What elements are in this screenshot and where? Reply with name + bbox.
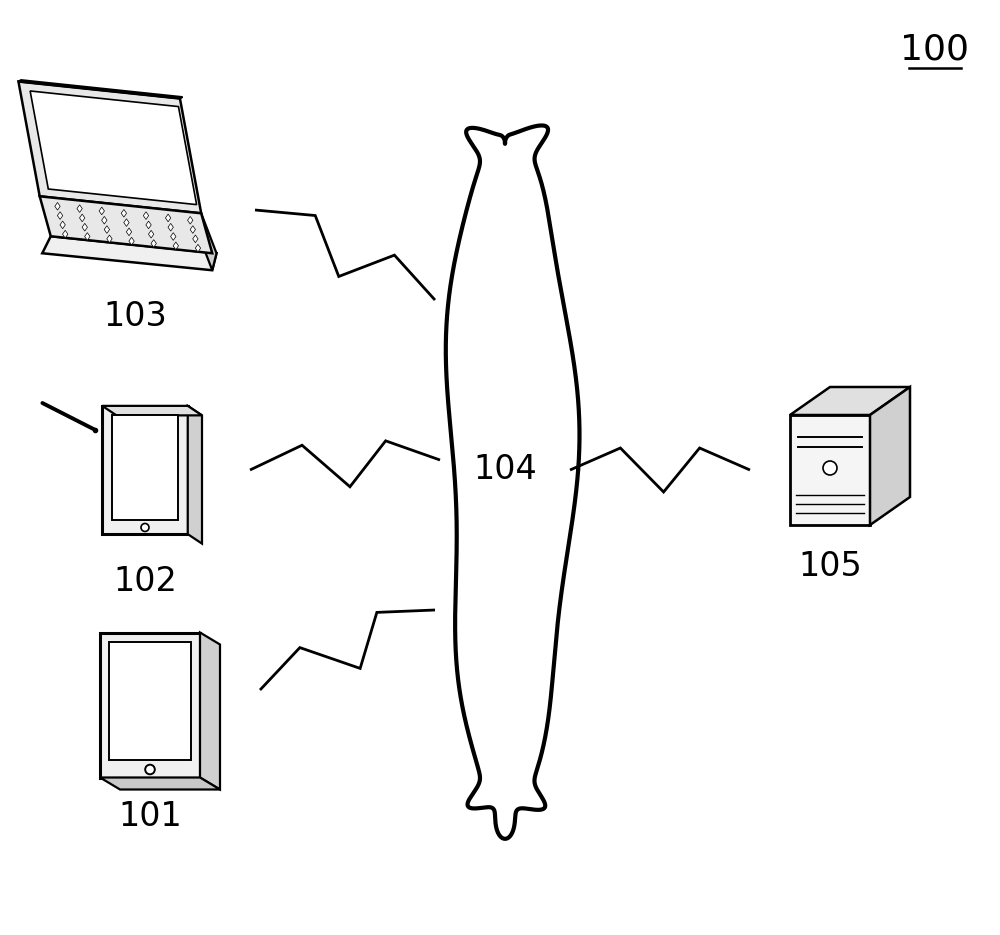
Polygon shape	[109, 641, 191, 759]
Polygon shape	[188, 216, 193, 224]
Polygon shape	[77, 205, 82, 212]
Text: 103: 103	[103, 300, 167, 333]
Polygon shape	[99, 208, 104, 215]
Polygon shape	[126, 228, 132, 236]
Text: 102: 102	[113, 565, 177, 598]
Polygon shape	[102, 406, 202, 415]
Circle shape	[145, 765, 155, 774]
Polygon shape	[143, 212, 149, 220]
Text: 105: 105	[798, 550, 862, 583]
Polygon shape	[790, 415, 870, 525]
Polygon shape	[85, 233, 90, 240]
Polygon shape	[148, 230, 154, 238]
Polygon shape	[124, 219, 129, 226]
Polygon shape	[188, 406, 202, 543]
Polygon shape	[446, 125, 580, 839]
Text: 104: 104	[473, 453, 537, 486]
Polygon shape	[190, 225, 195, 234]
Polygon shape	[151, 239, 156, 247]
Polygon shape	[100, 778, 220, 789]
Polygon shape	[30, 91, 197, 205]
Polygon shape	[193, 235, 198, 243]
Polygon shape	[870, 387, 910, 525]
Polygon shape	[104, 225, 110, 234]
Polygon shape	[146, 221, 151, 229]
Polygon shape	[173, 242, 179, 250]
Polygon shape	[60, 221, 65, 229]
Polygon shape	[102, 406, 188, 534]
Polygon shape	[107, 235, 112, 243]
Polygon shape	[112, 415, 178, 520]
Polygon shape	[57, 211, 63, 220]
Polygon shape	[100, 632, 200, 778]
Polygon shape	[168, 223, 173, 231]
Polygon shape	[129, 237, 134, 245]
Polygon shape	[197, 213, 216, 270]
Polygon shape	[200, 632, 220, 789]
Polygon shape	[195, 244, 201, 252]
Polygon shape	[55, 203, 60, 210]
Text: 100: 100	[900, 33, 970, 67]
Polygon shape	[165, 214, 171, 222]
Polygon shape	[18, 81, 201, 213]
Circle shape	[823, 461, 837, 475]
Polygon shape	[790, 387, 910, 415]
Polygon shape	[171, 233, 176, 240]
Circle shape	[141, 524, 149, 531]
Polygon shape	[102, 216, 107, 224]
Polygon shape	[80, 214, 85, 222]
Polygon shape	[42, 237, 216, 270]
Polygon shape	[40, 196, 212, 253]
Polygon shape	[63, 230, 68, 238]
Polygon shape	[18, 80, 183, 98]
Polygon shape	[121, 209, 127, 217]
Text: 101: 101	[118, 800, 182, 833]
Polygon shape	[82, 223, 87, 231]
